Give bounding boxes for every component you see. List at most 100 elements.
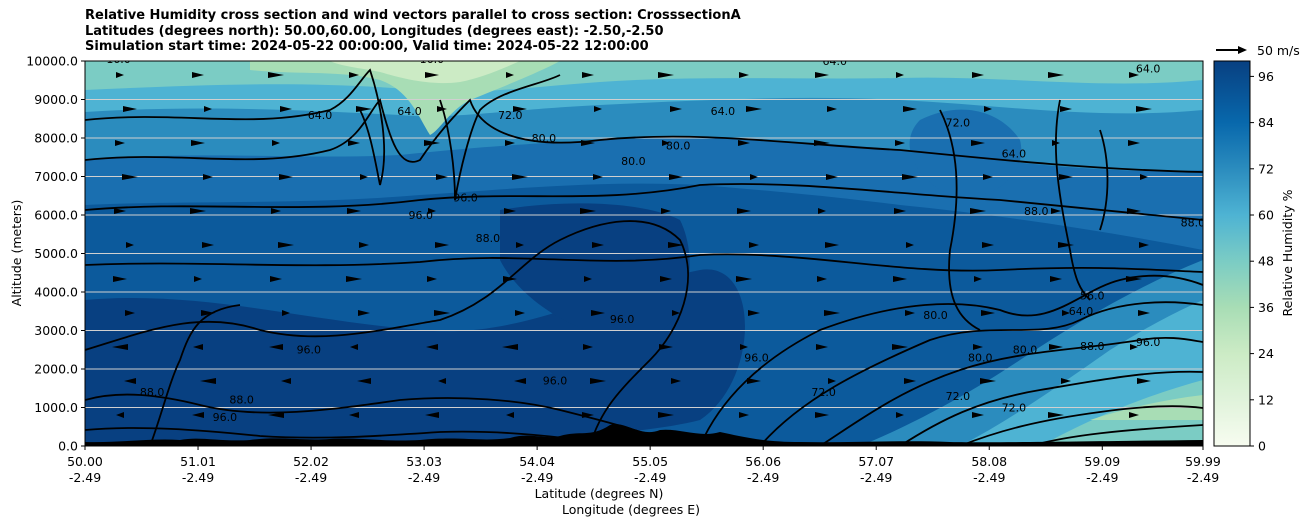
contour-label: 80.0	[968, 351, 993, 364]
x-axis-label: Latitude (degrees N)	[535, 486, 664, 501]
y-tick-label: 2000.0	[34, 362, 78, 377]
wind-vector-arrow	[903, 106, 917, 112]
wind-vector-arrow	[434, 310, 450, 316]
wind-vector-arrow	[435, 242, 449, 248]
x-tick-label-lon: -2.49	[295, 470, 327, 485]
wind-vector-arrow	[514, 378, 526, 384]
wind-vector-arrow	[515, 310, 525, 316]
wind-vector-arrow	[1128, 140, 1140, 146]
chart-title-block: Relative Humidity cross section and wind…	[85, 8, 741, 55]
wind-vector-arrow	[427, 276, 437, 282]
contour-label: 56.0	[1080, 290, 1105, 303]
chart-title-line-2: Latitudes (degrees north): 50.00,60.00, …	[85, 23, 664, 39]
wind-vector-arrow	[660, 276, 672, 282]
wind-vector-arrow	[905, 310, 915, 316]
colorbar-ticks: 0 12 24 36 48 60 72 84 96	[1250, 69, 1274, 454]
wind-vector-arrow	[816, 344, 828, 350]
wind-vector-arrow	[974, 276, 982, 282]
wind-vector-arrow	[1126, 276, 1142, 282]
x-tick-label-lat: 50.00	[67, 454, 103, 469]
y-axis-label: Altitude (meters)	[9, 200, 24, 307]
wind-vector-arrow	[896, 72, 904, 78]
wind-vector-arrow	[502, 344, 518, 350]
wind-vector-arrow	[200, 378, 216, 384]
contour-labels: 96.0 96.0 96.0 96.0 96.0 96.0 96.0 96.0 88.0 88.0…	[106, 53, 1206, 424]
wind-vector-arrow	[658, 72, 674, 78]
wind-vector-arrow	[506, 412, 514, 418]
x-tick-label-lat: 53.03	[406, 454, 442, 469]
contour-label: 16.0	[106, 53, 131, 66]
wind-vector-arrow	[892, 344, 908, 350]
contour-label: 96.0	[453, 192, 478, 205]
wind-vector-arrow	[739, 72, 749, 78]
colorbar-label: Relative Humidity %	[1280, 189, 1295, 316]
contour-label: 96.0	[1136, 336, 1161, 349]
contour-label: 64.0	[823, 55, 848, 68]
wind-vector-arrow	[269, 344, 283, 350]
contour-label: 64.0	[308, 109, 333, 122]
contour-label: 88.0	[1181, 217, 1206, 230]
wind-vector-arrow	[669, 174, 683, 180]
wind-vector-arrow	[749, 242, 759, 248]
wind-vector-arrow	[662, 140, 670, 146]
wind-vector-arrow	[1137, 378, 1151, 384]
wind-vector-arrow	[201, 310, 215, 316]
y-tick-label: 6000.0	[34, 208, 78, 223]
x-tick-label-lat: 52.02	[293, 454, 329, 469]
wind-vector-arrow	[114, 208, 126, 214]
contour-label: 72.0	[946, 116, 971, 129]
wind-vector-arrow	[904, 378, 916, 384]
wind-vector-arrow	[113, 276, 127, 282]
wind-vector-arrow	[1048, 72, 1064, 78]
wind-vector-arrow	[116, 72, 124, 78]
contour-label: 64.0	[397, 105, 422, 118]
wind-vector-arrow	[357, 378, 371, 384]
x-tick-label-lon: -2.49	[408, 470, 440, 485]
wind-vector-arrow	[513, 106, 527, 112]
wind-vector-arrow	[893, 276, 907, 282]
contour-label: 96.0	[610, 313, 635, 326]
wind-vector-arrow	[818, 208, 826, 214]
chart-title-line-1: Relative Humidity cross section and wind…	[85, 8, 741, 23]
wind-vector-arrow	[346, 276, 362, 282]
wind-vector-arrow	[895, 140, 905, 146]
wind-vector-arrow	[671, 378, 681, 384]
wind-vector-arrow	[278, 242, 294, 248]
wind-vector-arrow	[428, 208, 436, 214]
wind-vector-arrow	[583, 344, 593, 350]
wind-vector-arrow	[191, 140, 205, 146]
colorbar-tick-label: 48	[1258, 254, 1274, 269]
wind-vector-arrow	[815, 72, 829, 78]
wind-vector-arrow	[279, 174, 293, 180]
wind-vector-arrow	[1060, 106, 1072, 112]
y-tick-label: 9000.0	[34, 92, 78, 107]
x-axis-label-secondary: Longitude (degrees E)	[562, 502, 700, 517]
wind-vector-arrow	[580, 208, 596, 214]
wind-vector-arrow	[282, 310, 290, 316]
wind-vector-arrow	[204, 106, 212, 112]
x-tick-label-lat: 54.04	[519, 454, 555, 469]
contour-label: 96.0	[297, 344, 322, 357]
wind-vector-arrow	[268, 412, 284, 418]
wind-vector-arrow	[1127, 208, 1141, 214]
wind-vector-arrow	[1139, 242, 1149, 248]
wind-vector-arrow	[902, 174, 918, 180]
wind-vector-arrow	[746, 106, 762, 112]
wind-vector-arrow	[582, 72, 594, 78]
colorbar-tick-label: 36	[1258, 300, 1274, 315]
wind-vector-arrow	[281, 378, 291, 384]
wind-vector-arrow	[828, 378, 836, 384]
wind-vector-arrow	[972, 72, 984, 78]
contour-label: 88.0	[1080, 340, 1105, 353]
wind-vector-arrow	[1050, 276, 1062, 282]
x-tick-label-lon: -2.49	[69, 470, 101, 485]
colorbar-tick-label: 96	[1258, 69, 1274, 84]
wind-vector-arrow	[268, 72, 284, 78]
contour-label: 80.0	[666, 140, 691, 153]
wind-vector-arrow	[270, 276, 282, 282]
wind-vector-arrow	[505, 140, 515, 146]
x-tick-label-lon: -2.49	[182, 470, 214, 485]
contour-label: 80.0	[923, 309, 948, 322]
y-tick-label: 3000.0	[34, 323, 78, 338]
wind-vector-arrow	[202, 242, 214, 248]
